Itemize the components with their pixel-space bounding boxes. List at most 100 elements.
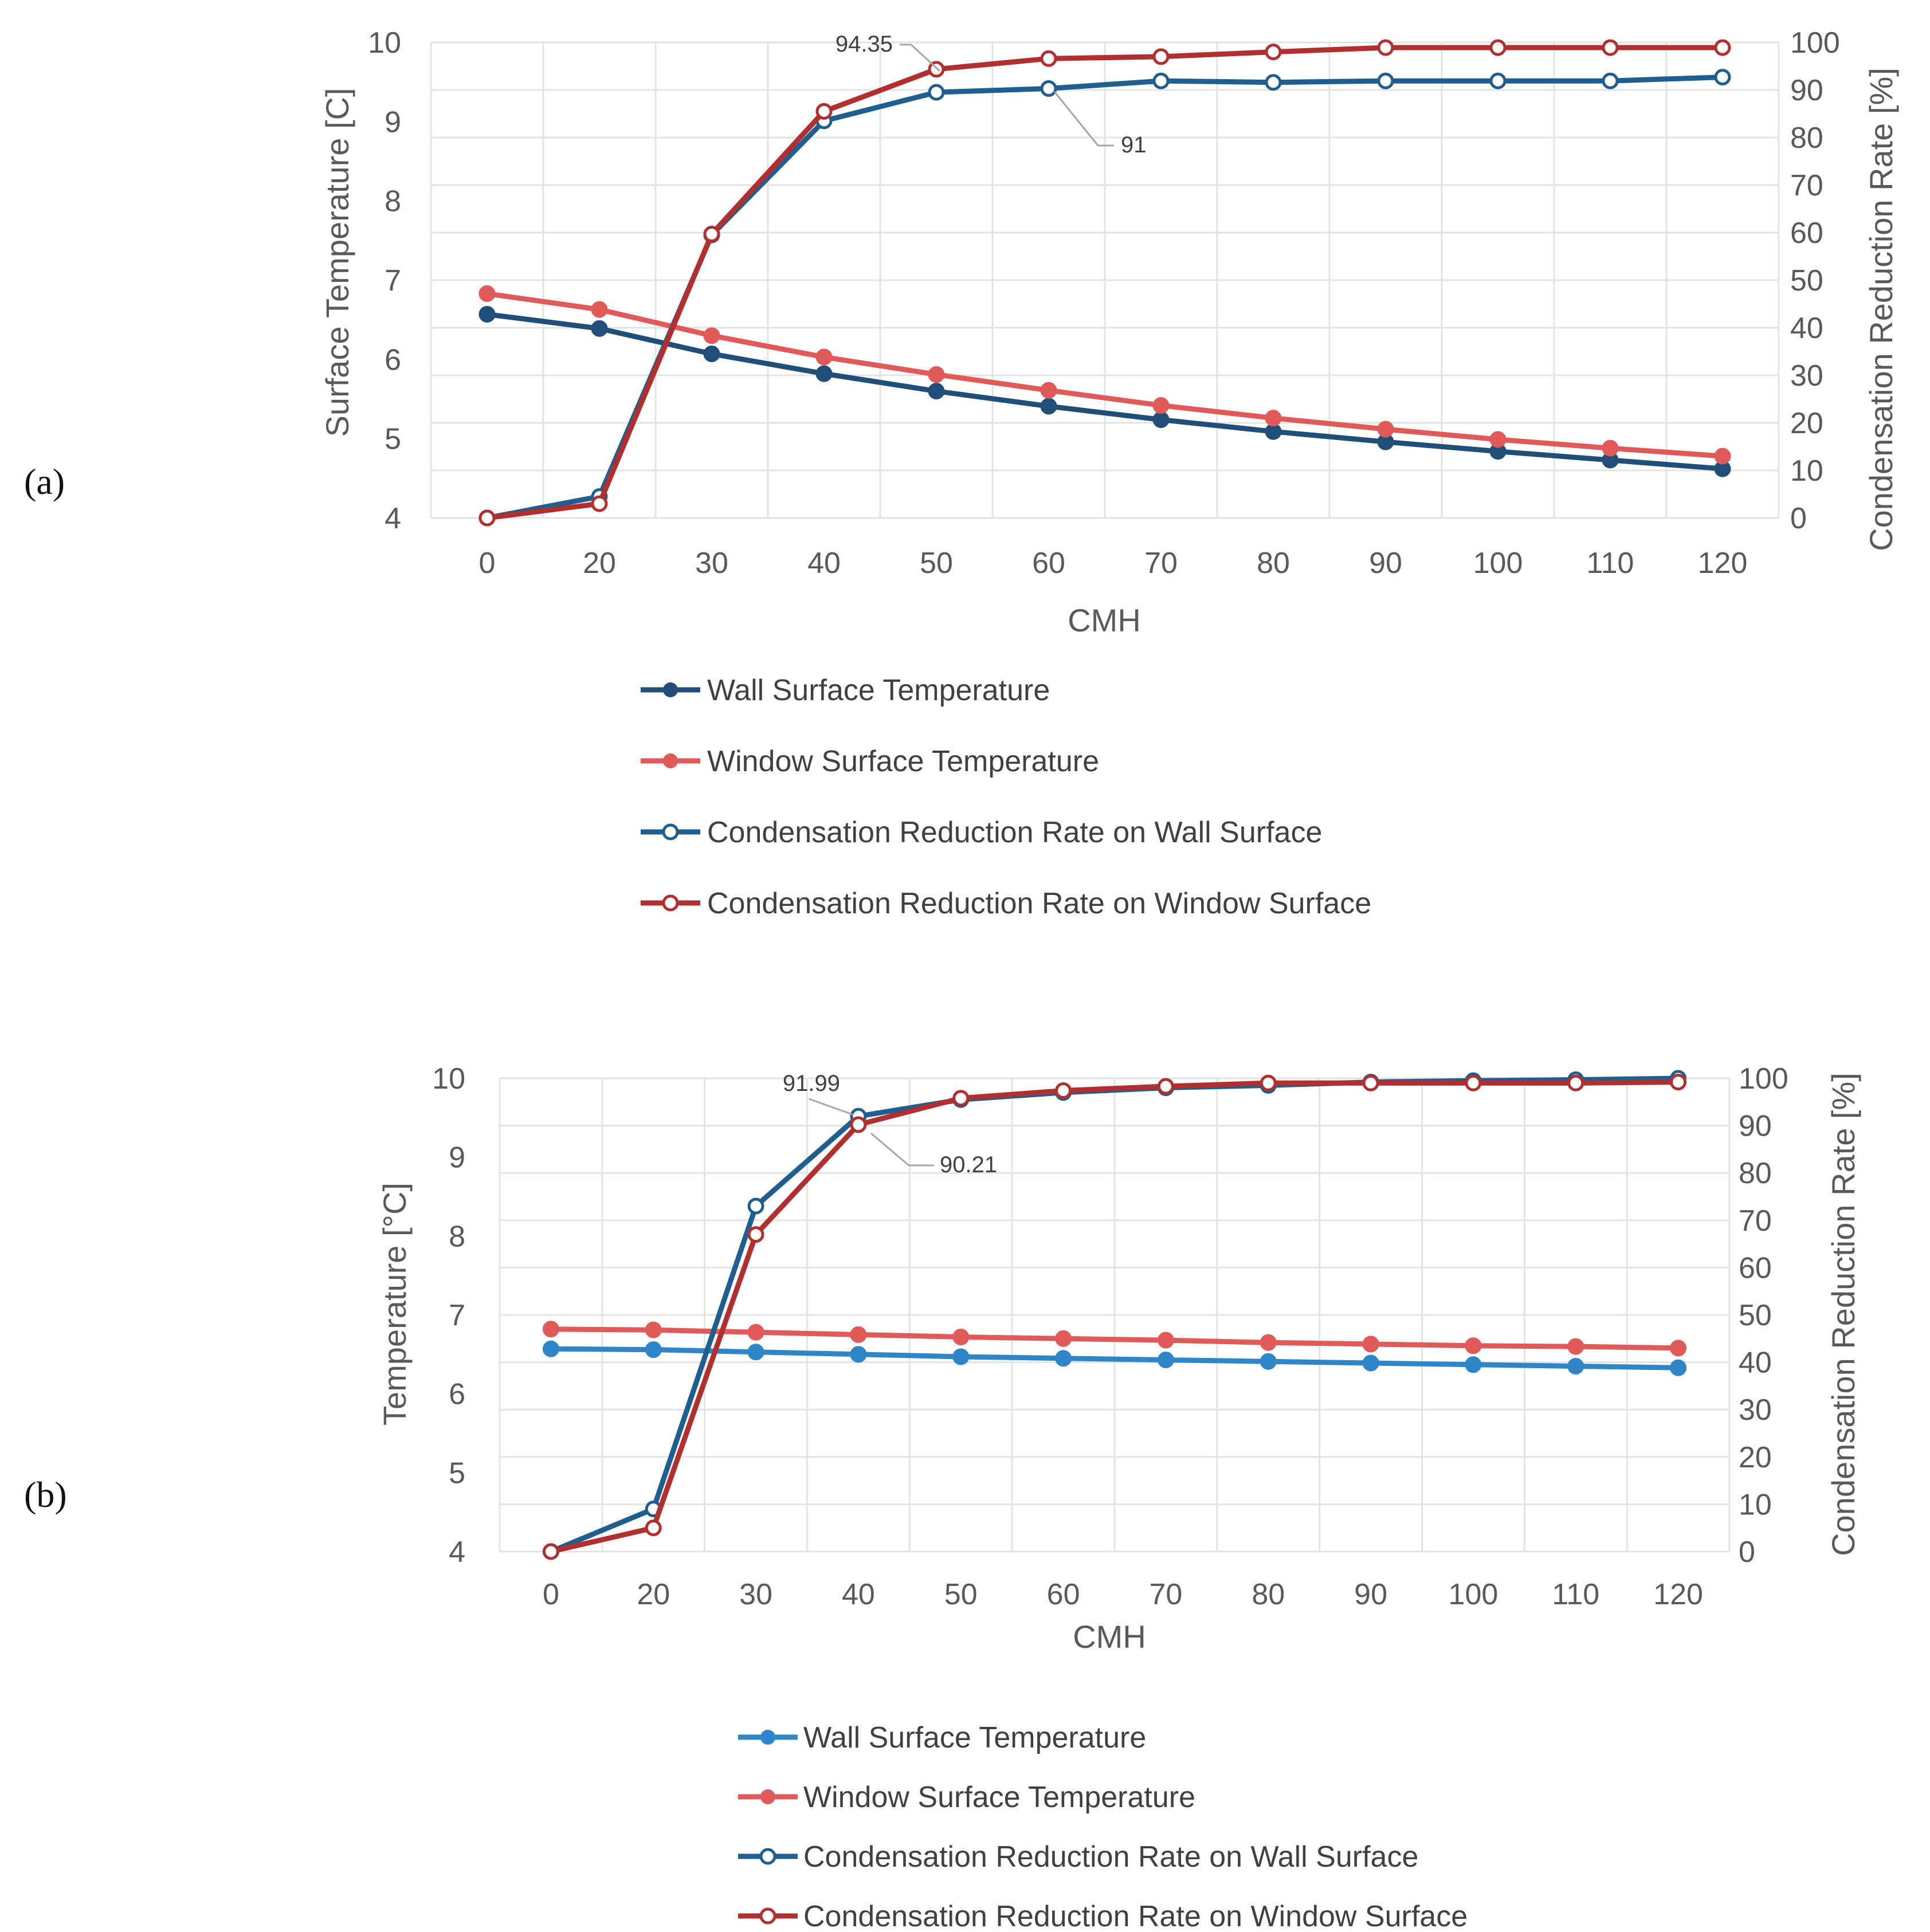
data-point xyxy=(1465,1356,1482,1373)
data-point xyxy=(1152,397,1170,414)
legend-label: Wall Surface Temperature xyxy=(707,674,1050,707)
left-axis-tick-label: 4 xyxy=(449,1536,465,1569)
data-point xyxy=(928,84,945,101)
data-point xyxy=(1040,398,1057,415)
right-axis-tick-label: 80 xyxy=(1739,1157,1772,1190)
left-axis-tick-label: 10 xyxy=(368,26,401,60)
data-point xyxy=(1714,69,1731,86)
series-line xyxy=(551,1346,1678,1371)
legend-label: Window Surface Temperature xyxy=(707,745,1099,778)
left-axis-tick-label: 6 xyxy=(449,1378,465,1411)
right-axis-tick-label: 60 xyxy=(1790,217,1823,250)
panel-b-gridlines xyxy=(499,1077,1731,1553)
right-axis-tick-label: 20 xyxy=(1790,407,1823,440)
data-point xyxy=(1489,72,1507,89)
annotation-leader-line xyxy=(900,44,941,72)
x-axis-tick-label: 60 xyxy=(1032,547,1065,580)
data-point xyxy=(1567,1074,1584,1091)
panel-a-annotations: 94.35 91 xyxy=(835,32,1147,158)
right-axis-tick-label: 30 xyxy=(1739,1393,1772,1427)
panel-a-gridlines xyxy=(430,41,1780,519)
series-line xyxy=(487,45,1723,521)
x-axis-tick-label: 80 xyxy=(1257,547,1290,580)
right-axis-tick-label: 0 xyxy=(1790,502,1807,535)
data-point xyxy=(1377,39,1394,56)
data-point xyxy=(1362,1074,1379,1091)
data-point xyxy=(747,1324,764,1341)
legend-label: Condensation Reduction Rate on Window Su… xyxy=(707,887,1371,920)
annotation-leader-line xyxy=(809,1098,854,1116)
legend-label: Wall Surface Temperature xyxy=(803,1721,1146,1754)
legend-swatch-marker xyxy=(760,1789,775,1804)
data-point xyxy=(1362,1336,1379,1353)
panel-b-x-axis-title: CMH xyxy=(1073,1619,1146,1655)
x-axis-tick-label: 90 xyxy=(1369,547,1402,580)
right-axis-tick-label: 60 xyxy=(1739,1251,1772,1285)
left-axis-tick-label: 9 xyxy=(385,105,401,139)
data-point xyxy=(1055,1350,1072,1367)
data-point xyxy=(1157,1351,1174,1368)
x-axis-tick-label: 20 xyxy=(637,1578,670,1611)
x-axis-tick-label: 50 xyxy=(920,547,953,580)
legend-label: Window Surface Temperature xyxy=(803,1781,1195,1814)
right-axis-tick-label: 10 xyxy=(1739,1488,1772,1521)
data-point xyxy=(591,320,608,337)
right-axis-tick-label: 80 xyxy=(1790,121,1823,155)
left-axis-tick-label: 7 xyxy=(449,1299,465,1332)
x-axis-tick-label: 70 xyxy=(1144,547,1178,580)
data-point xyxy=(1265,44,1282,61)
right-axis-tick-label: 0 xyxy=(1739,1536,1755,1569)
legend-swatch-marker xyxy=(662,894,679,912)
data-point xyxy=(850,1116,867,1133)
right-axis-tick-label: 90 xyxy=(1739,1110,1772,1143)
x-axis-tick-label: 120 xyxy=(1698,547,1748,580)
x-axis-tick-label: 90 xyxy=(1354,1578,1387,1611)
legend-swatch-marker xyxy=(760,1730,775,1745)
data-point xyxy=(645,1519,662,1537)
data-point xyxy=(1040,382,1057,399)
data-point xyxy=(1055,1082,1072,1099)
data-point xyxy=(815,365,833,382)
data-point xyxy=(1567,1338,1584,1355)
series-line xyxy=(487,291,1723,459)
x-axis-tick-label: 80 xyxy=(1252,1578,1285,1611)
data-point xyxy=(542,1543,559,1560)
panel-a-legend: Wall Surface Temperature Window Surface T… xyxy=(641,674,1371,920)
left-axis-tick-label: 6 xyxy=(385,343,401,376)
legend-label: Condensation Reduction Rate on Wall Surf… xyxy=(707,816,1322,849)
data-point xyxy=(928,383,945,400)
data-point xyxy=(815,103,833,120)
data-point xyxy=(928,366,945,383)
left-axis-tick-label: 7 xyxy=(385,264,401,297)
legend-label: Condensation Reduction Rate on Wall Surf… xyxy=(803,1840,1418,1874)
data-point xyxy=(747,1344,764,1361)
x-axis-tick-label: 50 xyxy=(944,1578,978,1611)
left-axis-tick-label: 8 xyxy=(385,185,401,218)
data-point xyxy=(1265,410,1282,427)
right-axis-tick-label: 50 xyxy=(1790,264,1823,297)
data-point xyxy=(1260,1074,1277,1091)
left-axis-tick-label: 5 xyxy=(449,1456,465,1490)
right-axis-tick-label: 70 xyxy=(1790,169,1823,202)
data-point xyxy=(1040,80,1057,97)
data-point xyxy=(1377,421,1394,438)
data-point xyxy=(747,1226,764,1243)
panel-a-series xyxy=(478,39,1731,527)
data-point xyxy=(1152,72,1170,89)
data-point xyxy=(952,1329,970,1346)
data-point xyxy=(645,1341,662,1358)
data-point xyxy=(1465,1074,1482,1091)
right-axis-tick-label: 50 xyxy=(1739,1299,1772,1332)
annotation-leader-line xyxy=(1053,91,1114,147)
data-point xyxy=(1567,1357,1584,1375)
data-point xyxy=(815,348,833,366)
right-axis-tick-label: 90 xyxy=(1790,74,1823,107)
data-point xyxy=(1602,39,1619,56)
right-axis-tick-label: 100 xyxy=(1790,26,1840,60)
data-point xyxy=(478,285,496,303)
data-point xyxy=(1040,50,1057,67)
data-point xyxy=(703,345,720,363)
data-point xyxy=(1489,39,1507,56)
